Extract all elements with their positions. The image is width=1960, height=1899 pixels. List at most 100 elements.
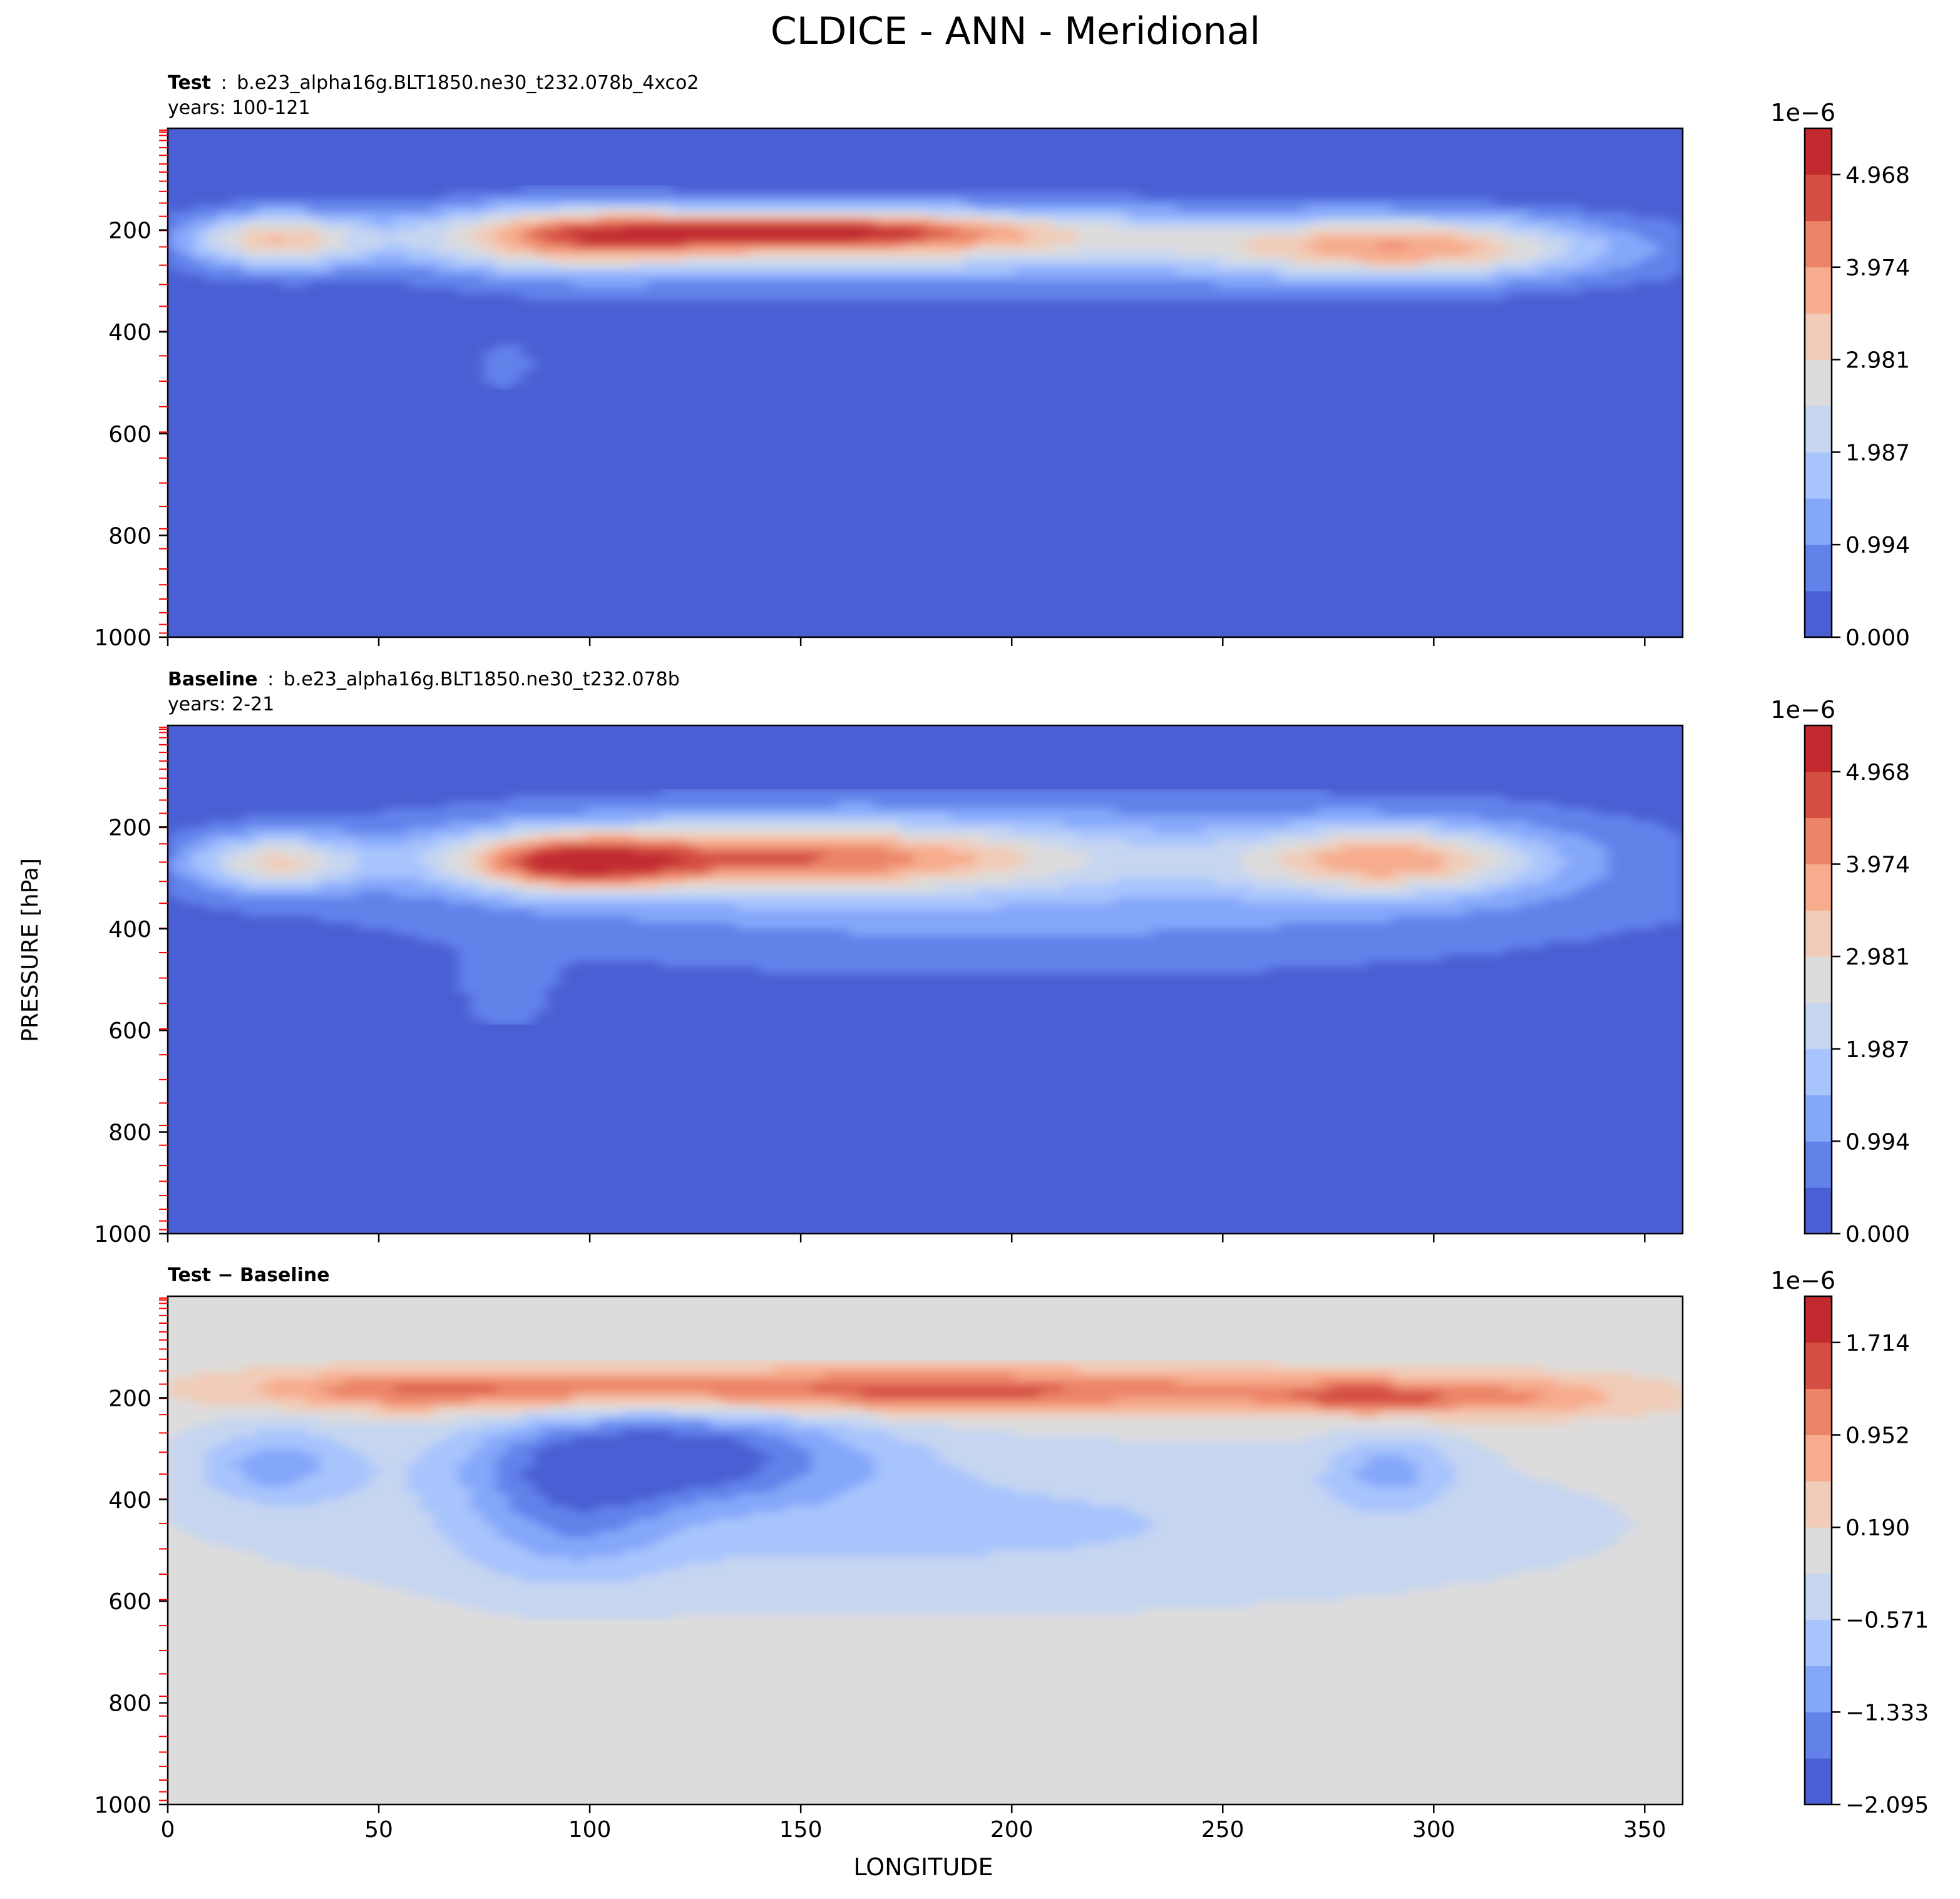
field-cell [1013, 878, 1027, 885]
field-cell [1657, 846, 1671, 853]
field-cell [1329, 274, 1343, 282]
field-cell [1380, 287, 1393, 295]
field-cell [395, 909, 408, 917]
field-cell [748, 903, 762, 911]
field-cell [672, 294, 686, 301]
field-cell [1392, 833, 1406, 841]
field-cell [774, 871, 787, 879]
field-cell [723, 801, 737, 809]
field-cell [433, 871, 446, 879]
field-cell [483, 928, 497, 936]
field-cell [1051, 268, 1065, 275]
field-cell [521, 287, 535, 295]
field-cell [1241, 211, 1255, 218]
field-cell [597, 249, 610, 257]
field-cell [483, 370, 497, 377]
field-cell [471, 922, 484, 929]
field-cell [521, 948, 535, 955]
field-cell [559, 839, 573, 847]
field-cell [1039, 852, 1052, 859]
field-cell [1152, 814, 1166, 822]
field-cell [1139, 795, 1153, 802]
field-cell [508, 960, 522, 968]
field-cell [533, 941, 547, 949]
field-cell [1455, 211, 1469, 218]
field-cell [483, 960, 497, 968]
field-cell [635, 236, 649, 243]
field-cell [1380, 827, 1393, 834]
field-cell [635, 192, 649, 199]
field-cell [647, 255, 661, 263]
field-cell [698, 192, 711, 199]
field-cell [698, 839, 711, 847]
field-cell [1203, 198, 1216, 205]
field-cell [609, 922, 623, 929]
field-cell [736, 941, 749, 949]
field-cell [1215, 934, 1229, 942]
field-cell [281, 827, 295, 834]
field-cell [1304, 795, 1317, 802]
field-cell [1430, 859, 1444, 866]
field-cell [1468, 878, 1482, 885]
field-cell [1190, 865, 1204, 873]
field-cell [975, 966, 989, 974]
field-cell [836, 909, 850, 917]
field-cell [1241, 865, 1255, 873]
field-cell [988, 960, 1002, 968]
field-cell [736, 211, 749, 218]
field-cell [635, 890, 649, 898]
field-cell [1657, 871, 1671, 879]
field-cell [1253, 948, 1267, 955]
field-cell [458, 948, 471, 955]
field-cell [1241, 217, 1255, 225]
field-cell [306, 198, 320, 205]
field-cell [496, 357, 510, 364]
field-cell [975, 878, 989, 885]
field-cell [862, 833, 876, 841]
field-cell [230, 821, 244, 828]
field-cell [483, 204, 497, 212]
field-cell [1556, 934, 1570, 942]
field-cell [635, 801, 649, 809]
field-cell [1064, 960, 1077, 968]
field-cell [1544, 897, 1557, 904]
field-cell [546, 954, 560, 961]
field-cell [647, 903, 661, 911]
field-cell [875, 211, 888, 218]
field-cell [230, 852, 244, 859]
field-cell [1139, 262, 1153, 269]
field-cell [256, 827, 270, 834]
field-cell [597, 230, 610, 237]
field-cell [1001, 909, 1014, 917]
field-cell [761, 294, 774, 301]
field-cell [862, 192, 876, 199]
field-cell [647, 833, 661, 841]
field-cell [1442, 255, 1456, 263]
field-cell [572, 795, 585, 802]
field-cell [1392, 236, 1406, 243]
field-cell [824, 884, 838, 891]
field-cell [1102, 871, 1116, 879]
field-cell [193, 859, 207, 866]
field-cell [496, 966, 510, 974]
field-cell [912, 280, 926, 288]
field-cell [1329, 230, 1343, 237]
field-cell [1152, 934, 1166, 942]
field-cell [774, 255, 787, 263]
field-cell [786, 833, 800, 841]
field-cell [1518, 934, 1532, 942]
field-cell [862, 871, 876, 879]
field-cell [975, 801, 989, 809]
field-cell [647, 852, 661, 859]
field-cell [1127, 846, 1141, 853]
field-cell [1493, 922, 1507, 929]
field-cell [950, 928, 964, 936]
field-cell [1329, 852, 1343, 859]
field-cell [887, 230, 901, 237]
field-cell [533, 801, 547, 809]
field-cell [344, 916, 358, 923]
field-cell [1114, 204, 1128, 212]
field-cell [748, 223, 762, 231]
field-cell [521, 916, 535, 923]
field-cell [458, 941, 471, 949]
